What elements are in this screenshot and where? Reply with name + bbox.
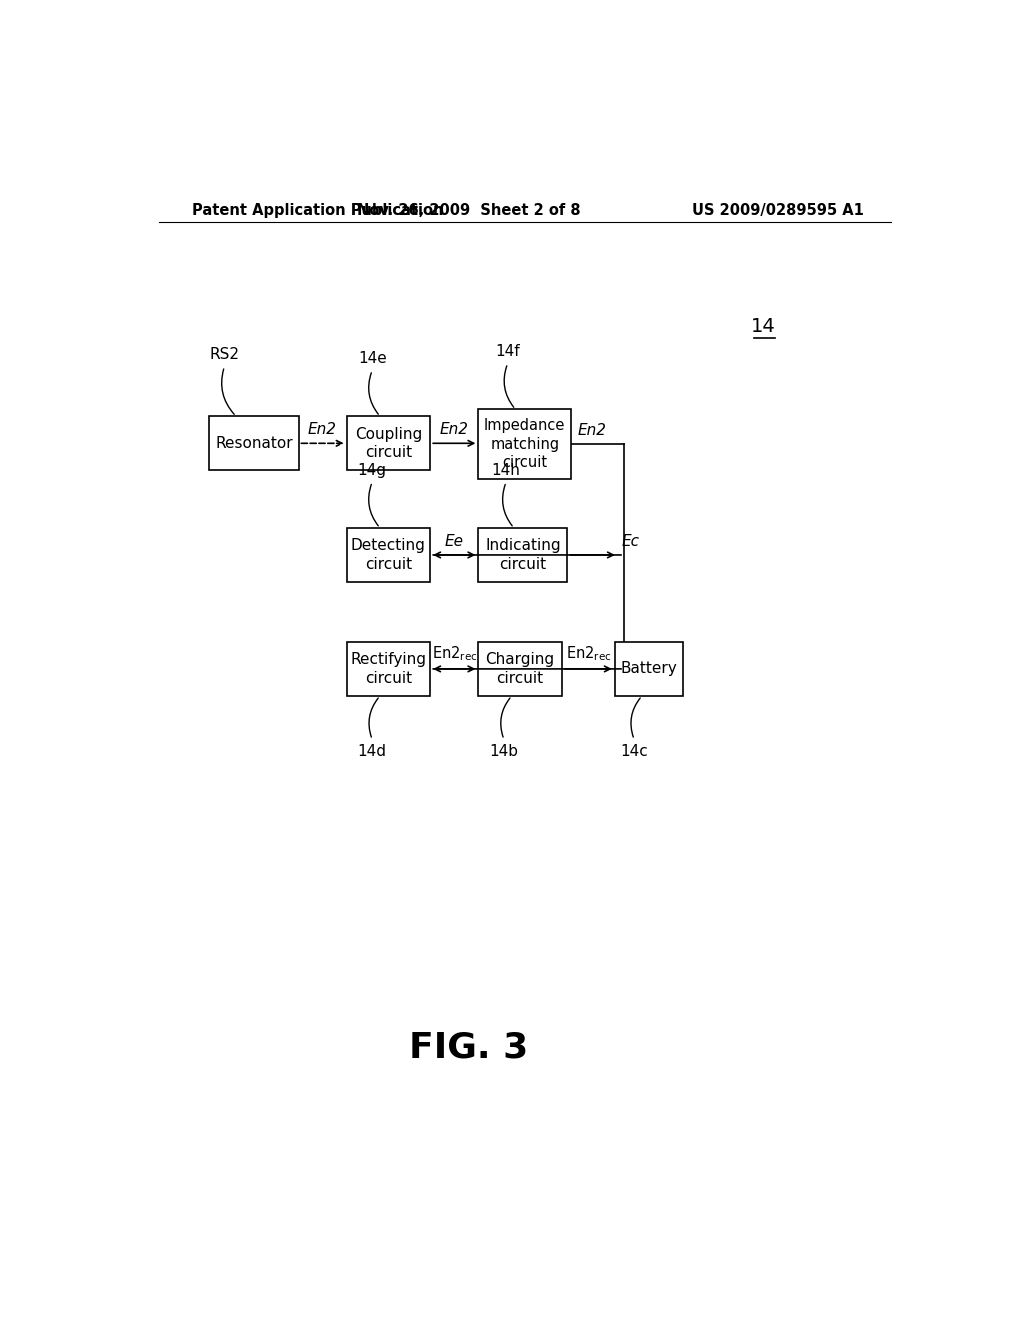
- Bar: [478, 409, 571, 479]
- Bar: [209, 416, 299, 470]
- Bar: [346, 416, 430, 470]
- Text: Indicating
circuit: Indicating circuit: [485, 539, 561, 572]
- Text: 14g: 14g: [357, 463, 387, 478]
- Text: 14h: 14h: [492, 463, 520, 478]
- Text: 14c: 14c: [621, 743, 648, 759]
- Bar: [478, 528, 567, 582]
- Bar: [478, 642, 562, 696]
- Text: FIG. 3: FIG. 3: [410, 1031, 528, 1065]
- Text: 14: 14: [752, 317, 776, 335]
- Text: 14f: 14f: [496, 345, 520, 359]
- Bar: [346, 642, 430, 696]
- Text: En2: En2: [578, 422, 606, 438]
- Text: 14b: 14b: [489, 743, 518, 759]
- Text: Charging
circuit: Charging circuit: [485, 652, 555, 685]
- Text: Rectifying
circuit: Rectifying circuit: [350, 652, 426, 685]
- Text: RS2: RS2: [210, 347, 240, 363]
- Text: En2: En2: [439, 422, 469, 437]
- Text: Ee: Ee: [444, 533, 464, 549]
- Bar: [346, 528, 430, 582]
- Text: Coupling
circuit: Coupling circuit: [354, 426, 422, 461]
- Text: Resonator: Resonator: [215, 436, 293, 451]
- Text: En2$_\mathregular{rec}$: En2$_\mathregular{rec}$: [565, 644, 611, 663]
- Bar: [614, 642, 683, 696]
- Text: Nov. 26, 2009  Sheet 2 of 8: Nov. 26, 2009 Sheet 2 of 8: [357, 203, 581, 218]
- Text: En2: En2: [308, 422, 337, 437]
- Text: Battery: Battery: [621, 661, 677, 676]
- Text: Patent Application Publication: Patent Application Publication: [191, 203, 443, 218]
- Text: 14d: 14d: [357, 743, 387, 759]
- Text: Impedance
matching
circuit: Impedance matching circuit: [484, 418, 565, 470]
- Text: Ec: Ec: [622, 533, 640, 549]
- Text: 14e: 14e: [358, 351, 387, 367]
- Text: US 2009/0289595 A1: US 2009/0289595 A1: [692, 203, 864, 218]
- Text: Detecting
circuit: Detecting circuit: [351, 539, 426, 572]
- Text: En2$_\mathregular{rec}$: En2$_\mathregular{rec}$: [431, 644, 477, 663]
